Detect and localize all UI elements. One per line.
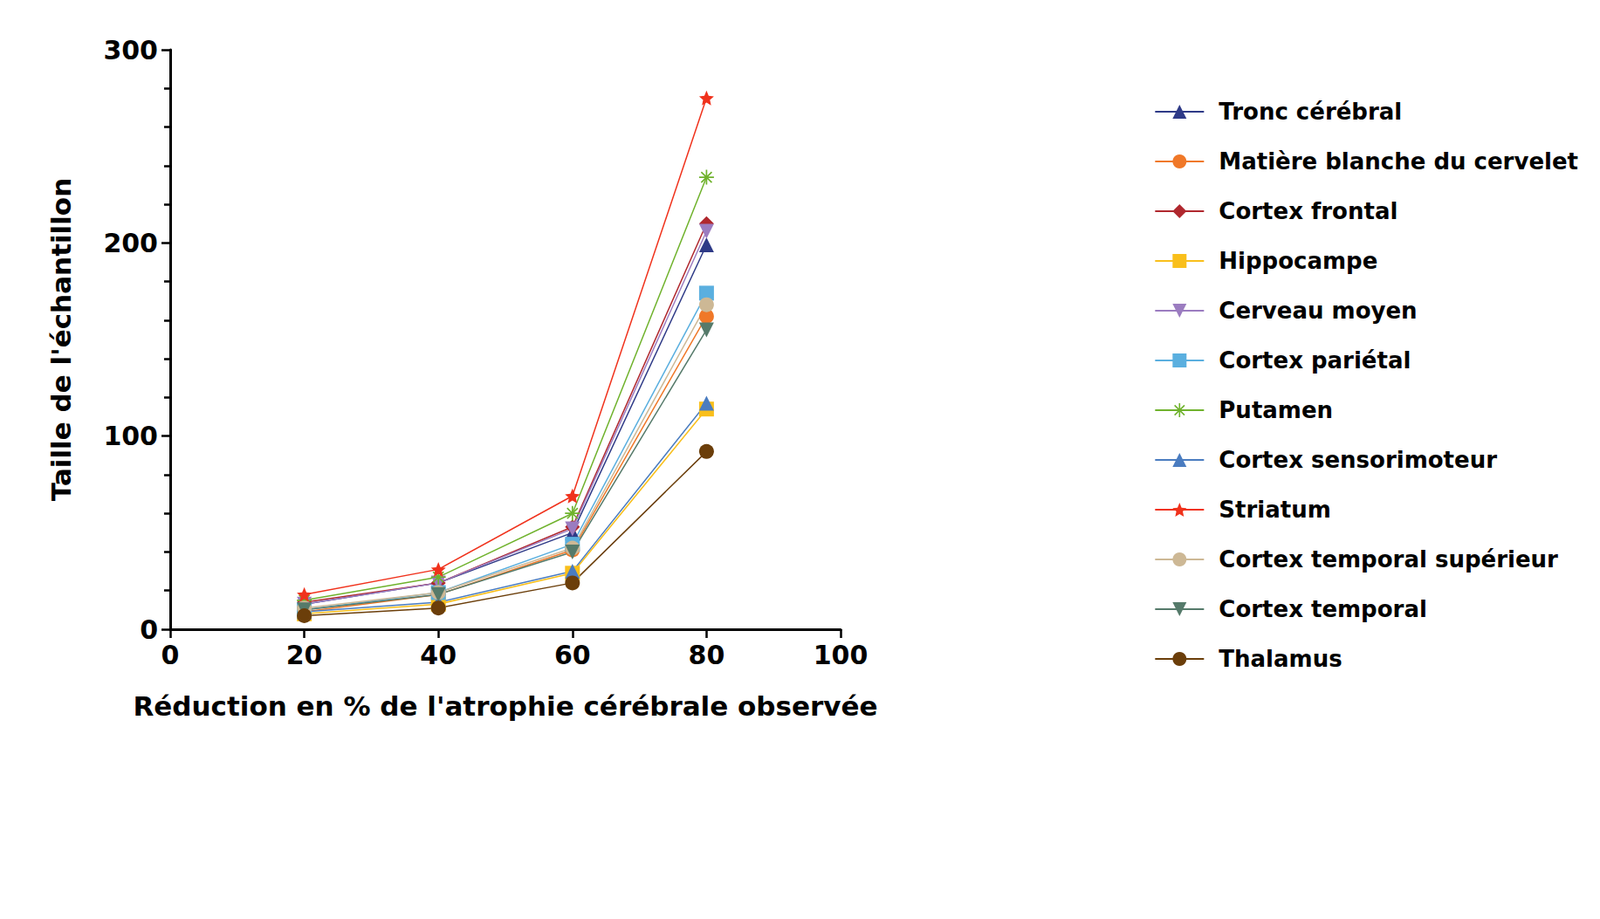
svg-text:100: 100 xyxy=(103,420,158,452)
svg-text:200: 200 xyxy=(103,227,158,259)
svg-text:Cortex temporal: Cortex temporal xyxy=(1218,596,1428,623)
svg-text:Striatum: Striatum xyxy=(1218,496,1331,523)
svg-text:0: 0 xyxy=(161,639,180,671)
svg-text:Cortex sensorimoteur: Cortex sensorimoteur xyxy=(1218,446,1497,474)
svg-text:Cortex temporal supérieur: Cortex temporal supérieur xyxy=(1218,546,1559,573)
svg-text:Cortex frontal: Cortex frontal xyxy=(1218,198,1398,225)
svg-text:40: 40 xyxy=(419,639,457,671)
svg-text:100: 100 xyxy=(813,639,869,671)
svg-text:0: 0 xyxy=(139,614,158,646)
svg-text:20: 20 xyxy=(286,639,323,671)
svg-text:Réduction en % de l'atrophie c: Réduction en % de l'atrophie cérébrale o… xyxy=(132,690,878,722)
svg-text:60: 60 xyxy=(554,639,591,671)
svg-text:Putamen: Putamen xyxy=(1218,397,1333,424)
svg-text:Thalamus: Thalamus xyxy=(1218,645,1342,673)
svg-text:Hippocampe: Hippocampe xyxy=(1218,247,1378,275)
svg-text:80: 80 xyxy=(688,639,726,671)
svg-text:Tronc cérébral: Tronc cérébral xyxy=(1218,98,1402,125)
svg-text:Matière blanche du cervelet: Matière blanche du cervelet xyxy=(1218,148,1579,175)
svg-text:Cerveau moyen: Cerveau moyen xyxy=(1218,297,1417,324)
svg-text:Taille de l'échantillon: Taille de l'échantillon xyxy=(45,178,77,502)
svg-text:300: 300 xyxy=(103,34,158,66)
svg-text:Cortex pariétal: Cortex pariétal xyxy=(1218,347,1411,374)
